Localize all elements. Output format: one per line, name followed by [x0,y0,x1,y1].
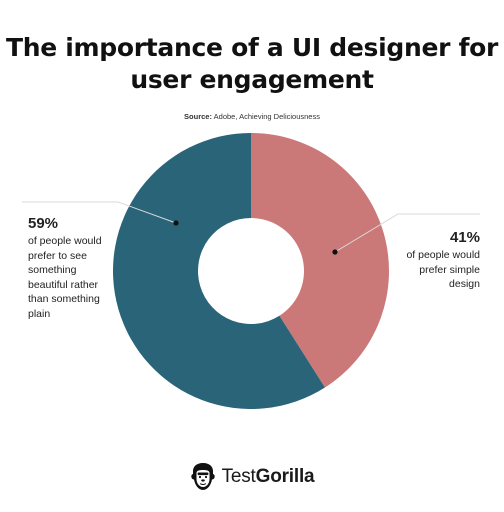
brand-logo: TestGorilla [0,460,504,494]
slice-label-simple: of people would prefer simple design [406,249,480,290]
slice-beautiful [112,133,325,409]
value-label-beautiful: 59% [28,215,59,232]
donut-slices [112,133,389,409]
leader-line-simple [334,213,480,253]
brand-wordmark: TestGorilla [222,466,315,488]
leader-dot-simple [332,249,338,255]
gorilla-logo-icon [190,463,215,490]
leader-line-beautiful [22,201,177,224]
source-note: Source: Adobe, Achieving Deliciousness [0,112,504,121]
leader-lines [22,201,480,255]
callout-beautiful: 59% of people would prefer to see someth… [28,214,118,321]
brand-name-bold: Gorilla [255,466,315,487]
source-label: Source: [184,112,212,121]
callout-simple: 41% of people would prefer simple design [398,228,480,292]
brand-name-light: Test [221,466,256,487]
chart-title: The importance of a UI designer for user… [5,33,499,94]
slice-label-beautiful: of people would prefer to see something … [28,235,102,320]
value-label-simple: 41% [449,229,480,246]
source-text: Adobe, Achieving Deliciousness [213,112,320,121]
slice-simple [251,133,389,388]
leader-dot-beautiful [173,220,179,226]
